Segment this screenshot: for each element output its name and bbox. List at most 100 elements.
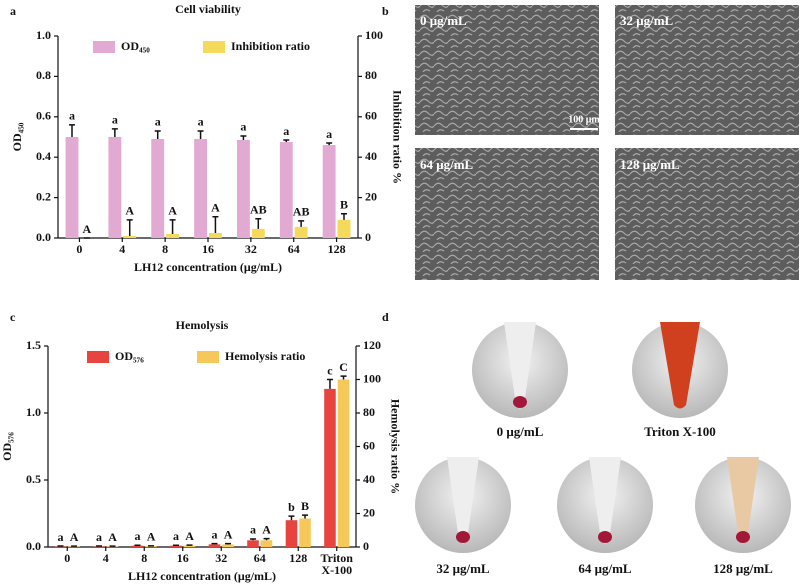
tube-label: Triton X-100 <box>644 424 716 439</box>
bar <box>151 139 165 238</box>
y-tick-label: 1.0 <box>26 405 41 419</box>
error-bar <box>326 142 333 146</box>
significance-letter: A <box>168 204 177 218</box>
x-tick-label: 8 <box>141 551 147 565</box>
panel-label: d <box>382 310 389 324</box>
bar <box>322 145 336 238</box>
significance-letter: a <box>211 527 217 541</box>
significance-letter: c <box>327 363 333 377</box>
y2-tick-label: 80 <box>365 68 377 82</box>
x-tick-label: 32 <box>245 242 257 256</box>
x-axis-label: LH12 concentration (μg/mL) <box>128 569 276 583</box>
error-bar <box>340 375 347 380</box>
legend-swatch <box>87 351 109 363</box>
chart-title: Cell viability <box>175 2 241 16</box>
micrograph-label: 64 μg/mL <box>420 157 474 172</box>
y-tick-label: 0.6 <box>36 109 51 123</box>
micrograph <box>615 5 799 135</box>
y2-tick-label: 80 <box>363 405 375 419</box>
legend-label: Inhibition ratio <box>231 39 310 53</box>
bar <box>279 142 293 238</box>
significance-letter: a <box>112 113 118 127</box>
bar <box>145 546 157 547</box>
x-tick-label: Triton X-100 <box>321 551 354 577</box>
significance-letter: AB <box>293 205 310 219</box>
significance-letter: a <box>96 530 102 544</box>
tubes: 0 μg/mL Triton X-100 32 μg/mL 64 μg/mL 1… <box>415 322 791 576</box>
x-tick-label: 4 <box>103 551 109 565</box>
x-tick-label: 16 <box>177 551 189 565</box>
y2-axis-label: Hemolysis ratio % <box>388 399 402 494</box>
significance-letter: a <box>240 120 246 134</box>
y2-tick-label: 120 <box>363 338 381 352</box>
y2-tick-label: 0 <box>365 230 371 244</box>
significance-letter: A <box>224 527 233 541</box>
significance-letter: B <box>301 499 309 513</box>
x-tick-label: 16 <box>202 242 214 256</box>
bar <box>222 544 234 547</box>
x-axis-label: LH12 concentration (μg/mL) <box>134 260 282 274</box>
pellet <box>736 531 750 543</box>
significance-letter: A <box>262 522 271 536</box>
bar <box>108 137 122 238</box>
tube <box>447 457 479 544</box>
significance-letter: A <box>185 529 194 543</box>
bar <box>299 518 311 547</box>
significance-letter: a <box>198 115 204 129</box>
y2-tick-label: 60 <box>365 109 377 123</box>
x-tick-label: 0 <box>76 242 82 256</box>
y-axis-label: OD₄₅₀ <box>10 122 24 151</box>
x-tick-label: 0 <box>64 551 70 565</box>
x-tick-label: 64 <box>254 551 266 565</box>
significance-letter: a <box>173 529 179 543</box>
error-bar <box>111 128 118 137</box>
legend-swatch <box>203 41 225 53</box>
bar <box>260 540 273 547</box>
bar <box>123 235 137 238</box>
bar <box>170 545 182 547</box>
error-bar <box>255 218 262 229</box>
y2-axis-label: Inhibition ratio % <box>390 90 404 184</box>
pellet <box>456 531 470 543</box>
error-bar <box>302 514 309 519</box>
tube-label: 128 μg/mL <box>713 561 773 576</box>
bar <box>337 219 351 238</box>
tube-label: 64 μg/mL <box>578 561 632 576</box>
micrograph <box>415 5 599 135</box>
bar <box>166 233 179 238</box>
significance-letter: A <box>83 222 92 236</box>
significance-letter: B <box>340 198 348 212</box>
error-bar <box>169 219 176 234</box>
micrograph-label: 32 μg/mL <box>620 13 674 28</box>
y-tick-label: 0.5 <box>26 472 41 486</box>
bar <box>183 545 196 547</box>
x-tick-label: 128 <box>328 242 346 256</box>
x-tick-label: 64 <box>288 242 300 256</box>
x-tick-word: Triton <box>321 551 354 565</box>
legend-label: OD₄₅₀ <box>121 39 150 53</box>
significance-letter: a <box>326 127 332 141</box>
significance-letter: A <box>70 530 79 544</box>
micrograph <box>415 148 599 280</box>
tube <box>589 457 621 544</box>
y-tick-label: 0.8 <box>36 68 51 82</box>
bar <box>208 544 221 547</box>
panel-label: a <box>10 4 16 18</box>
bar <box>294 226 308 238</box>
significance-letter: A <box>147 530 156 544</box>
error-bar <box>197 130 204 140</box>
error-bar <box>249 538 256 541</box>
bar <box>194 139 207 238</box>
significance-letter: a <box>250 523 256 537</box>
bar <box>247 540 259 547</box>
tube <box>727 457 759 544</box>
bar <box>337 379 350 547</box>
y2-tick-label: 0 <box>363 539 369 553</box>
legend-swatch <box>93 41 115 53</box>
x-tick-label: 128 <box>289 551 307 565</box>
significance-letter: a <box>57 530 63 544</box>
tube-label: 0 μg/mL <box>497 424 544 439</box>
legend-swatch <box>197 351 219 363</box>
y-tick-label: 1.0 <box>36 28 51 42</box>
bar <box>237 140 250 238</box>
